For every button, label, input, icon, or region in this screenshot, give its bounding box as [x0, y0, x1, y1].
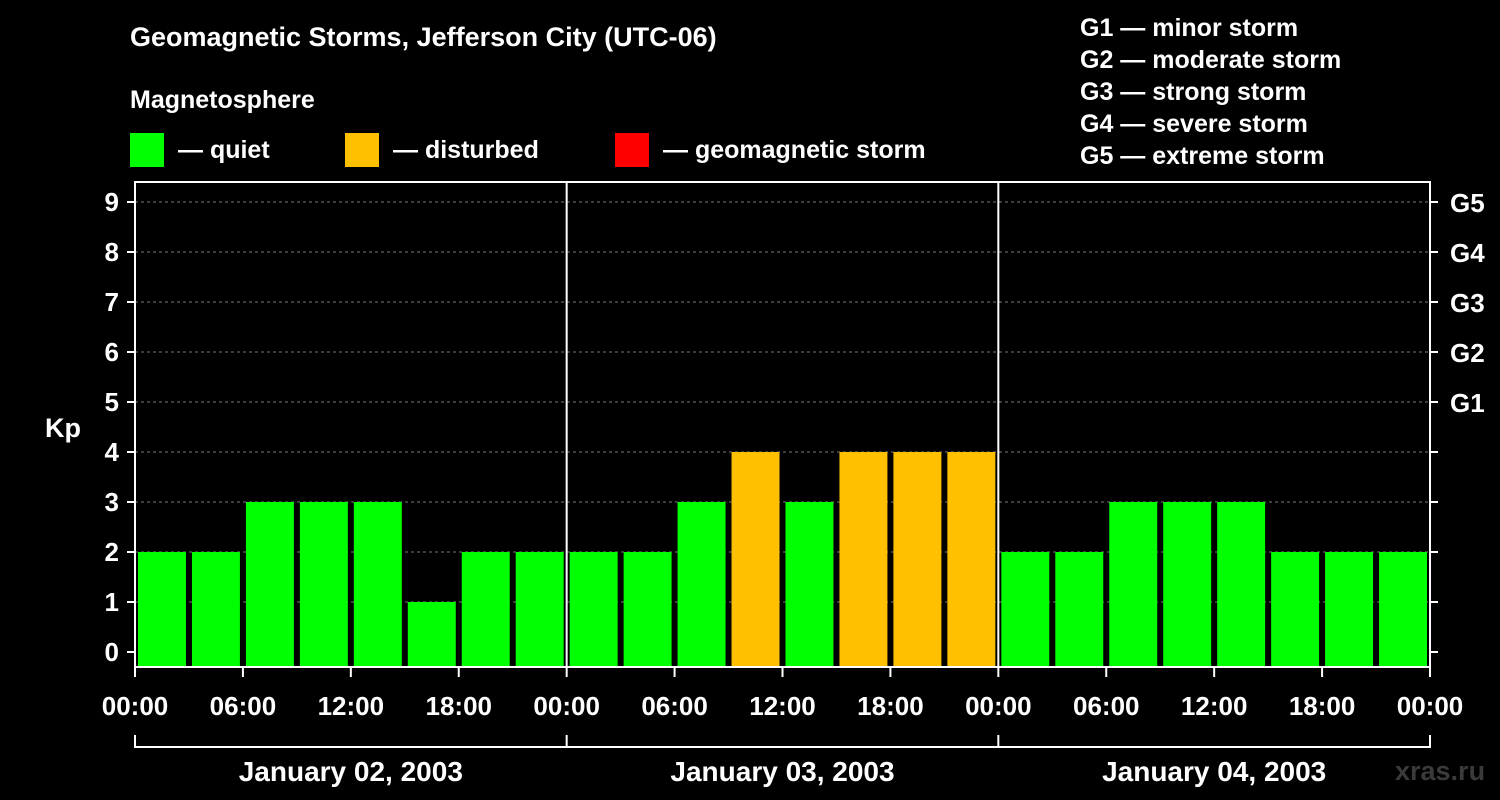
legend-quiet-label: — quiet — [178, 135, 270, 164]
legend-storm-label: — geomagnetic storm — [663, 135, 926, 164]
y-tick-label: 4 — [105, 437, 120, 467]
x-tick-label: 06:00 — [210, 691, 277, 721]
legend-disturbed-swatch — [345, 133, 379, 167]
kp-bar — [1271, 552, 1320, 667]
watermark: xras.ru — [1395, 756, 1486, 786]
legend-disturbed: — disturbed — [345, 133, 539, 167]
y-tick-label: 6 — [105, 337, 119, 367]
legend-quiet-swatch — [130, 133, 164, 167]
kp-bar — [569, 552, 618, 667]
g-level-label: G2 — [1450, 338, 1485, 368]
g-level-label: G5 — [1450, 188, 1485, 218]
kp-bar — [839, 452, 888, 667]
x-tick-label: 06:00 — [1073, 691, 1140, 721]
g-level-label: G1 — [1450, 388, 1485, 418]
g-legend-g2: G2 — moderate storm — [1080, 46, 1342, 74]
y-tick-label: 0 — [105, 637, 119, 667]
x-tick-label: 12:00 — [318, 691, 385, 721]
x-tick-label: 18:00 — [857, 691, 924, 721]
g-legend-g4: G4 — severe storm — [1080, 110, 1308, 138]
x-tick-label: 06:00 — [641, 691, 708, 721]
y-axis-label: Kp — [45, 413, 81, 443]
g-level-label: G3 — [1450, 288, 1485, 318]
chart-title: Geomagnetic Storms, Jefferson City (UTC-… — [130, 22, 717, 52]
legend-disturbed-label: — disturbed — [393, 135, 539, 164]
x-tick-label: 00:00 — [102, 691, 169, 721]
kp-bar — [1217, 502, 1266, 667]
g-legend-g5: G5 — extreme storm — [1080, 142, 1325, 170]
x-tick-label: 00:00 — [533, 691, 600, 721]
day-label: January 02, 2003 — [239, 756, 463, 787]
kp-bar — [731, 452, 780, 667]
legend-storm-swatch — [615, 133, 649, 167]
kp-bar — [947, 452, 996, 667]
kp-bar — [1109, 502, 1158, 667]
kp-bar — [407, 602, 456, 667]
kp-bar — [1325, 552, 1374, 667]
kp-bar — [785, 502, 834, 667]
g-level-label: G4 — [1450, 238, 1485, 268]
kp-bar — [1379, 552, 1427, 667]
kp-bar — [623, 552, 672, 667]
day-label: January 04, 2003 — [1102, 756, 1326, 787]
kp-bar — [299, 502, 348, 667]
y-tick-label: 9 — [105, 187, 119, 217]
chart-subtitle: Magnetosphere — [130, 86, 315, 114]
legend-storm: — geomagnetic storm — [615, 133, 926, 167]
x-tick-label: 12:00 — [1181, 691, 1248, 721]
y-tick-label: 2 — [105, 537, 119, 567]
kp-bar — [893, 452, 942, 667]
legend-quiet: — quiet — [130, 133, 270, 167]
kp-bar — [191, 552, 240, 667]
kp-bar — [1055, 552, 1104, 667]
kp-bar — [138, 552, 186, 667]
y-tick-label: 7 — [105, 287, 119, 317]
day-label: January 03, 2003 — [670, 756, 894, 787]
x-tick-label: 18:00 — [426, 691, 493, 721]
y-tick-label: 8 — [105, 237, 119, 267]
x-tick-label: 00:00 — [1397, 691, 1464, 721]
y-tick-label: 5 — [105, 387, 119, 417]
x-tick-label: 00:00 — [965, 691, 1032, 721]
kp-bar — [1001, 552, 1050, 667]
y-tick-label: 1 — [105, 587, 119, 617]
kp-bar — [515, 552, 564, 667]
x-tick-label: 18:00 — [1289, 691, 1356, 721]
g-legend-g3: G3 — strong storm — [1080, 78, 1307, 106]
g-legend-g1: G1 — minor storm — [1080, 14, 1299, 42]
y-tick-label: 3 — [105, 487, 119, 517]
kp-bar — [461, 552, 510, 667]
kp-bar — [353, 502, 402, 667]
kp-bar — [245, 502, 294, 667]
kp-bar — [1163, 502, 1212, 667]
kp-bar — [677, 502, 726, 667]
x-tick-label: 12:00 — [749, 691, 816, 721]
